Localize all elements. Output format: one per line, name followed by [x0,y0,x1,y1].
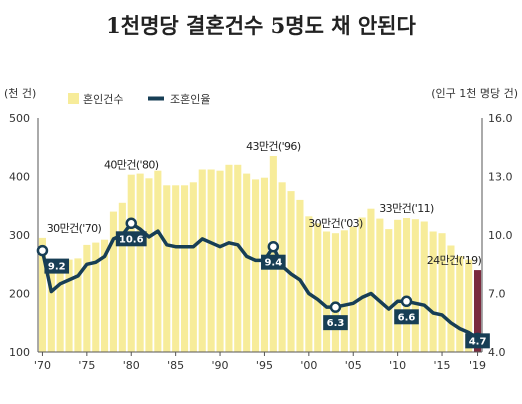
x-tick-label: '75 [78,359,95,372]
rate-marker-point [36,244,49,257]
bar [411,219,419,352]
bar [474,270,482,352]
bar [47,270,55,352]
rate-marker-point [125,217,137,230]
bar [65,259,73,352]
bar [385,229,393,352]
bar [376,218,384,352]
bar [349,226,357,352]
legend-line-label: 조혼인율 [170,93,210,106]
bar [127,174,135,352]
x-tick-label: '10 [389,359,406,372]
bar [456,256,464,352]
legend-bar-label: 혼인건수 [83,93,123,106]
bar [92,242,100,352]
bar [429,231,437,352]
bar [38,237,46,352]
bar [323,231,331,352]
bar [340,230,348,352]
rate-marker-point [267,240,280,253]
rate-marker-point [400,295,413,308]
bar [83,244,91,352]
bar-annotation: 43만건('96) [246,140,301,153]
x-tick-label: '15 [434,359,451,372]
bar-annotation: 33만건('11) [379,202,434,215]
bar-annotation: 40만건('80) [104,159,159,172]
bar [420,221,428,352]
bar [56,267,64,352]
bar [109,211,117,352]
bar [216,170,224,352]
bar [136,173,144,352]
bar [394,219,402,352]
left-tick-label: 500 [9,112,30,125]
bar [403,218,411,352]
bar-annotation: 24만건('19) [427,254,482,267]
rate-value-label: 4.7 [469,336,487,347]
rate-value-label: 6.6 [398,312,416,323]
bar [207,169,215,352]
left-tick-label: 300 [9,229,30,242]
bar [243,173,251,352]
bar [154,170,162,352]
bar [358,217,366,352]
x-tick-label: '00 [300,359,317,372]
bar [74,258,82,352]
rate-value-label: 9.4 [264,258,282,269]
bar [305,216,313,352]
rate-value-box [394,309,419,325]
right-tick-label: 4.0 [488,346,506,359]
rate-value-box [261,254,286,270]
bar [118,202,126,352]
bar [181,185,189,352]
bar [287,191,295,352]
rate-value-box [465,333,490,349]
x-tick-label: '70 [34,359,51,372]
legend-bar-swatch [68,93,79,104]
rate-value-box [44,258,70,274]
chart-title: 1천명당 결혼건수 5명도 채 안된다 [106,13,416,38]
rate-value-box [115,231,147,247]
bar [198,169,206,352]
left-axis-unit: (천 건) [4,86,36,100]
bar [438,233,446,352]
x-tick-label: '95 [256,359,273,372]
bar [269,156,277,352]
rate-value-label: 6.3 [327,318,345,329]
bar [172,185,180,352]
right-tick-label: 10.0 [488,229,513,242]
x-tick-label: '85 [167,359,184,372]
bar [234,164,242,352]
bar [225,164,233,352]
bar [447,245,455,352]
right-tick-label: 16.0 [488,112,513,125]
rate-value-label: 9.2 [48,262,66,273]
right-axis-unit: (인구 1천 명당 건) [431,86,518,100]
rate-value-box [323,315,348,331]
x-tick-label: '19 [469,359,486,372]
bar [145,178,153,352]
bar [465,259,473,352]
bar [252,179,260,352]
bar [314,223,322,352]
bar [331,233,339,352]
x-tick-label: '05 [345,359,362,372]
x-tick-label: '80 [123,359,140,372]
bar-annotation: 30만건('03) [308,217,363,230]
bar [189,182,197,352]
x-tick-label: '90 [212,359,229,372]
bar [296,199,304,352]
right-tick-label: 13.0 [488,171,513,184]
bar-annotation: 30만건('70) [47,222,102,235]
bar [101,239,109,352]
left-tick-label: 200 [9,288,30,301]
rate-value-label: 10.6 [119,234,144,245]
left-tick-label: 400 [9,171,30,184]
bar [367,208,375,352]
bar [163,185,171,352]
right-tick-label: 7.0 [488,288,506,301]
rate-marker-point [329,301,342,313]
left-tick-label: 100 [9,346,30,359]
